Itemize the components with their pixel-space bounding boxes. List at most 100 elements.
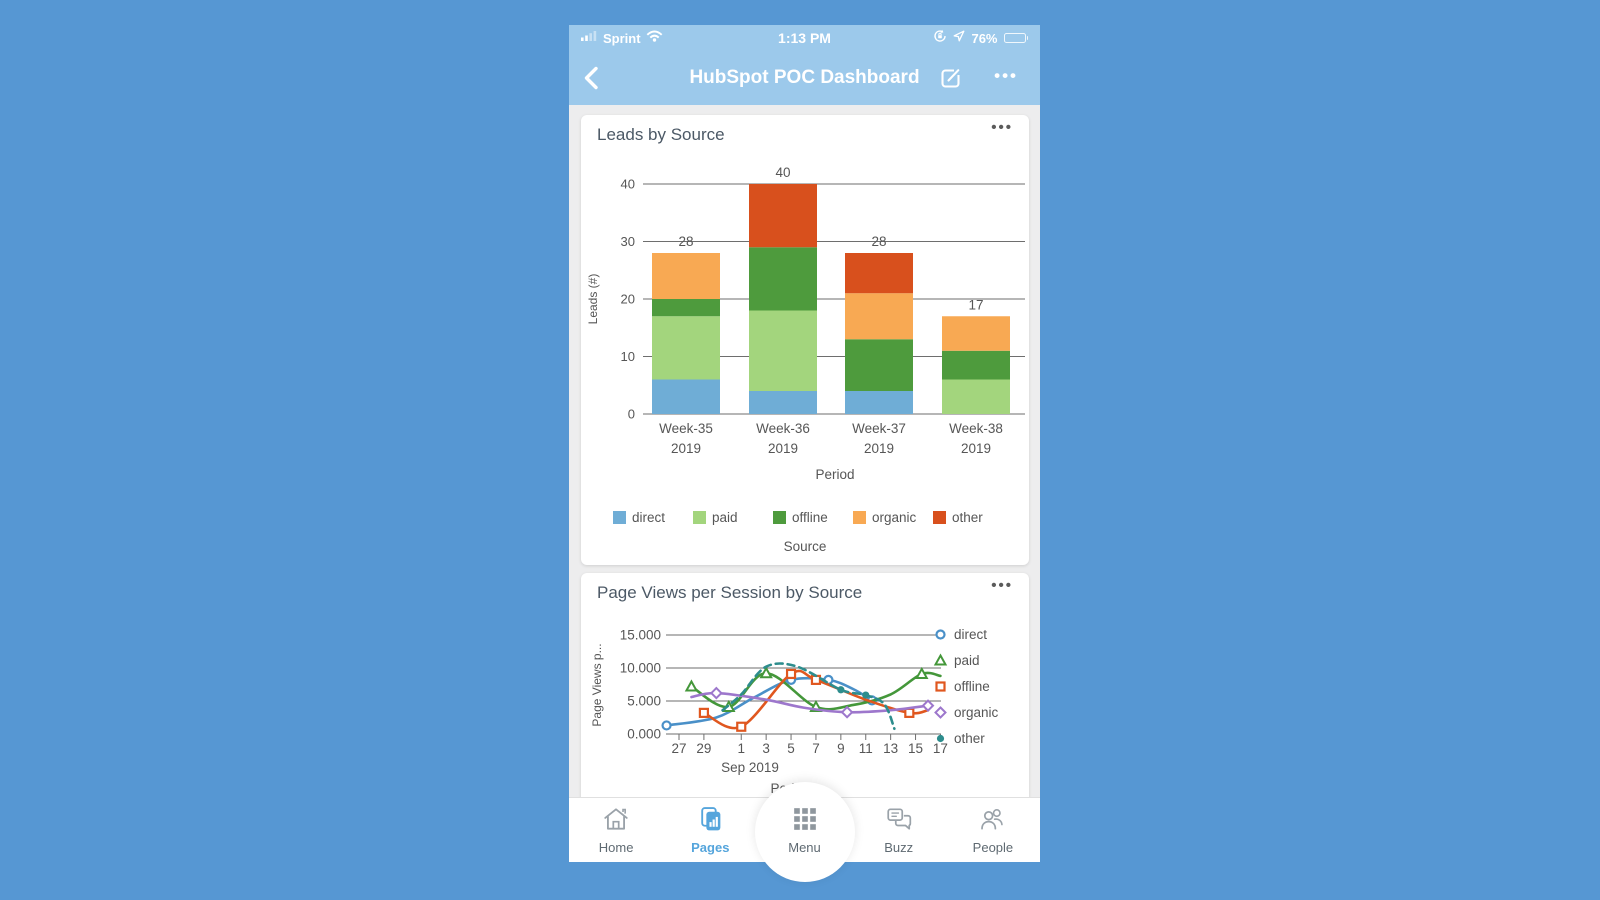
dashboard-content[interactable]: Leads by Source ••• 0 10 20 30 40 Leads (#) 28… xyxy=(569,105,1040,797)
bar-segment-direct[interactable] xyxy=(845,391,913,414)
bar-segment-organic[interactable] xyxy=(652,253,720,299)
bar-segment-paid[interactable] xyxy=(749,310,817,392)
data-point-paid[interactable] xyxy=(684,679,699,692)
x-tick-label: 2019 xyxy=(768,441,798,456)
legend-marker-shape[interactable] xyxy=(935,628,946,640)
people-icon xyxy=(979,806,1007,837)
data-point-offline[interactable] xyxy=(785,668,797,680)
bar-segment-direct[interactable] xyxy=(652,379,720,415)
wifi-icon xyxy=(646,29,663,47)
legend-swatch xyxy=(933,511,946,524)
pageviews-line-chart: 0.000 5.000 10.000 15.000 Page Views p... 27 2… xyxy=(590,628,948,797)
bar-segment-offline[interactable] xyxy=(942,350,1010,380)
legend-marker-shape[interactable] xyxy=(936,734,945,742)
bar-value-label: 17 xyxy=(968,297,983,312)
y-tick-label: 15.000 xyxy=(620,628,661,643)
data-point-organic[interactable] xyxy=(709,686,723,700)
data-point-offline[interactable] xyxy=(736,721,747,732)
legend-label: offline xyxy=(954,678,990,694)
x-tick-label: Week-36 xyxy=(756,421,810,436)
y-axis-title: Page Views p... xyxy=(590,643,604,726)
legend-item-offline[interactable]: offline xyxy=(773,510,853,525)
legend-swatch xyxy=(613,511,626,524)
x-tick-label: Week-35 xyxy=(659,421,713,436)
legend-label: other xyxy=(952,510,983,525)
bar-value-label: 28 xyxy=(678,234,693,249)
data-point-other[interactable] xyxy=(837,686,845,694)
card-menu-button[interactable]: ••• xyxy=(991,577,1013,594)
header-more-menu[interactable]: ••• xyxy=(994,66,1018,85)
card-leads-by-source: Leads by Source ••• 0 10 20 30 40 Leads (#) 28… xyxy=(581,115,1029,565)
y-tick-label: 0.000 xyxy=(627,727,661,742)
x-tick-label: 29 xyxy=(696,741,711,756)
legend-item-offline[interactable]: offline xyxy=(933,673,998,699)
x-tick-label: 1 xyxy=(737,741,745,756)
legend-marker-shape[interactable] xyxy=(935,680,946,692)
status-bar: Sprint 1:13 PM xyxy=(569,25,1040,51)
legend-item-direct[interactable]: direct xyxy=(933,621,998,647)
bar-value-label: 40 xyxy=(775,165,790,180)
y-tick-label: 20 xyxy=(621,292,635,307)
home-icon xyxy=(602,806,630,837)
bar-segment-offline[interactable] xyxy=(845,339,913,391)
edit-icon[interactable] xyxy=(937,65,964,92)
legend-item-organic[interactable]: organic xyxy=(933,699,998,725)
legend-marker-shape[interactable] xyxy=(933,652,948,665)
bar-segment-other[interactable] xyxy=(845,253,913,294)
bottom-tab-bar: Home Pages xyxy=(569,782,1040,882)
bar-segment-organic[interactable] xyxy=(942,316,1010,351)
x-tick-label: 13 xyxy=(883,741,898,756)
x-tick-label: 3 xyxy=(762,741,770,756)
data-point-organic[interactable] xyxy=(840,705,854,719)
legend-label: paid xyxy=(712,510,738,525)
legend-label: organic xyxy=(872,510,917,525)
tab-label: Menu xyxy=(788,840,821,855)
x-tick-label: 15 xyxy=(908,741,923,756)
data-point-paid[interactable] xyxy=(915,666,929,679)
y-tick-label: 30 xyxy=(621,234,635,249)
data-point-offline[interactable] xyxy=(904,707,915,718)
x-axis-title: Period xyxy=(815,467,854,482)
tab-buzz[interactable]: Buzz xyxy=(852,797,946,862)
legend-item-organic[interactable]: organic xyxy=(853,510,933,525)
bar-segment-offline[interactable] xyxy=(652,299,720,317)
bar-segment-organic[interactable] xyxy=(845,293,913,340)
bar-segment-paid[interactable] xyxy=(652,316,720,380)
back-button[interactable] xyxy=(583,66,599,90)
tab-pages[interactable]: Pages xyxy=(663,797,757,862)
tab-menu[interactable]: Menu xyxy=(757,797,851,862)
card-menu-button[interactable]: ••• xyxy=(991,119,1013,136)
data-point-offline[interactable] xyxy=(698,707,710,718)
legend-marker xyxy=(935,680,946,692)
cell-signal-icon xyxy=(581,29,598,47)
line-series-other[interactable] xyxy=(721,662,896,731)
y-tick-label: 0 xyxy=(628,407,635,422)
data-point-other[interactable] xyxy=(862,691,870,699)
data-point-organic[interactable] xyxy=(921,699,935,713)
data-point-paid[interactable] xyxy=(759,666,773,679)
bar-segment-paid[interactable] xyxy=(942,379,1010,415)
x-tick-label: Week-37 xyxy=(852,421,906,436)
clock: 1:13 PM xyxy=(778,30,831,46)
bar-segment-offline[interactable] xyxy=(749,247,817,311)
buzz-icon xyxy=(885,806,913,837)
tab-label: People xyxy=(972,840,1014,855)
legend-label: offline xyxy=(792,510,828,525)
legend-swatch xyxy=(773,511,786,524)
legend-label: direct xyxy=(954,626,988,642)
legend-item-paid[interactable]: paid xyxy=(693,510,773,525)
data-point-direct[interactable] xyxy=(661,720,672,731)
tab-home[interactable]: Home xyxy=(569,797,663,862)
legend-item-paid[interactable]: paid xyxy=(933,647,998,673)
x-tick-label: 7 xyxy=(812,741,820,756)
legend-item-other[interactable]: other xyxy=(933,725,998,751)
tab-people[interactable]: People xyxy=(946,797,1040,862)
menu-grid-icon xyxy=(792,806,818,837)
bar-segment-direct[interactable] xyxy=(749,391,817,414)
line-series-direct[interactable] xyxy=(665,676,874,727)
legend-marker-shape[interactable] xyxy=(934,705,947,719)
bar-segment-other[interactable] xyxy=(749,184,817,248)
legend-item-direct[interactable]: direct xyxy=(613,510,693,525)
menu-bump-circle xyxy=(755,782,855,882)
legend-item-other[interactable]: other xyxy=(933,510,1013,525)
